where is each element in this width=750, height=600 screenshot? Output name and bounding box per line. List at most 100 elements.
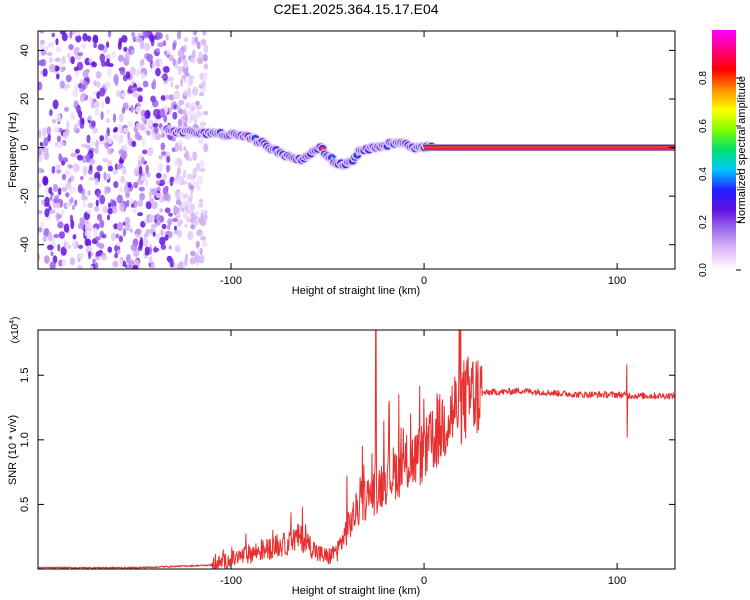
noise-blob xyxy=(56,214,63,219)
noise-blob xyxy=(173,262,178,269)
noise-blob xyxy=(54,57,61,63)
noise-blob xyxy=(148,255,153,264)
noise-blob xyxy=(70,56,75,65)
noise-blob xyxy=(183,44,187,53)
noise-blob xyxy=(149,34,155,43)
noise-blob xyxy=(202,110,209,116)
spectrogram-y-tick-label-0: -40 xyxy=(19,237,31,253)
noise-blob xyxy=(61,32,68,42)
noise-blob xyxy=(81,43,87,49)
noise-blob xyxy=(69,257,76,266)
noise-blob xyxy=(182,210,189,220)
noise-blob xyxy=(77,223,84,230)
noise-blob xyxy=(105,143,109,150)
noise-blob xyxy=(133,167,141,175)
noise-blob xyxy=(39,142,44,147)
noise-blob xyxy=(84,144,91,149)
noise-blob xyxy=(113,223,119,230)
noise-blob xyxy=(96,190,101,199)
noise-blob xyxy=(72,234,77,240)
noise-blob xyxy=(43,137,49,147)
noise-blob xyxy=(82,199,86,208)
noise-blob xyxy=(111,232,116,242)
noise-blob xyxy=(101,100,105,109)
noise-blob xyxy=(183,146,187,151)
noise-blob xyxy=(102,205,108,214)
noise-blob xyxy=(197,203,204,208)
snr-x-axis-label: Height of straight line (km) xyxy=(292,585,420,597)
noise-blob xyxy=(74,123,78,131)
noise-blob xyxy=(152,247,160,252)
noise-blob xyxy=(74,31,81,37)
noise-blob xyxy=(138,166,143,176)
noise-blob xyxy=(39,43,45,50)
noise-blob xyxy=(113,113,116,123)
noise-blob xyxy=(49,109,53,117)
noise-blob xyxy=(105,118,110,123)
noise-blob xyxy=(195,162,201,172)
noise-blob xyxy=(154,132,162,141)
noise-blob xyxy=(199,92,205,97)
noise-blob xyxy=(190,212,195,221)
noise-blob xyxy=(195,100,200,106)
noise-blob xyxy=(132,36,136,41)
noise-blob xyxy=(189,257,196,265)
noise-blob xyxy=(93,34,99,44)
colorbar: 0.0 0.2 0.4 0.6 0.8 Normalized spectral ampl… xyxy=(698,30,748,277)
noise-blob xyxy=(158,155,164,160)
noise-blob xyxy=(200,212,205,221)
noise-blob xyxy=(184,72,190,77)
noise-blob xyxy=(172,111,178,120)
spectrogram-steady-line xyxy=(424,144,675,152)
noise-blob xyxy=(135,122,142,130)
noise-blob xyxy=(70,196,74,204)
noise-blob xyxy=(166,164,170,173)
noise-blob xyxy=(177,158,183,168)
noise-blob xyxy=(196,229,203,237)
noise-blob xyxy=(76,264,83,269)
noise-blob xyxy=(84,220,90,225)
noise-blob xyxy=(114,252,118,259)
noise-blob xyxy=(159,179,166,186)
noise-blob xyxy=(82,33,88,42)
noise-blob xyxy=(181,74,186,80)
noise-blob xyxy=(88,251,92,260)
noise-blob xyxy=(183,90,189,96)
snr-y-ticks: 0.5 1.0 1.5 xyxy=(19,368,675,512)
noise-blob xyxy=(78,244,84,249)
noise-blob xyxy=(73,66,79,72)
noise-blob xyxy=(65,192,70,198)
noise-blob xyxy=(79,93,85,103)
noise-blob xyxy=(202,53,208,62)
noise-blob xyxy=(49,41,54,48)
noise-blob xyxy=(170,82,174,88)
noise-blob xyxy=(58,153,62,160)
noise-blob xyxy=(100,254,108,261)
noise-blob xyxy=(116,90,121,98)
noise-blob xyxy=(148,214,155,223)
noise-blob xyxy=(161,74,168,80)
noise-blob xyxy=(93,42,97,49)
steady-line-band-4 xyxy=(424,147,675,149)
snr-multiplier-label: (x104) xyxy=(9,317,21,344)
noise-blob xyxy=(139,192,146,201)
noise-blob xyxy=(200,87,207,93)
snr-multiplier-exp: 4 xyxy=(9,320,16,324)
noise-blob xyxy=(140,58,145,66)
noise-blob xyxy=(144,42,150,51)
noise-blob xyxy=(172,58,176,66)
noise-blob xyxy=(88,57,93,64)
noise-blob xyxy=(51,119,57,124)
noise-blob xyxy=(161,223,167,230)
noise-blob xyxy=(173,104,177,109)
noise-blob xyxy=(129,197,134,205)
noise-blob xyxy=(131,87,138,92)
noise-blob xyxy=(103,171,107,181)
noise-blob xyxy=(112,260,119,268)
noise-blob xyxy=(111,50,116,59)
noise-blob xyxy=(132,90,139,98)
spectrogram-y-tick-label-4: 40 xyxy=(19,44,31,56)
noise-blob xyxy=(61,173,67,181)
noise-blob xyxy=(138,186,145,192)
noise-blob xyxy=(93,80,97,87)
